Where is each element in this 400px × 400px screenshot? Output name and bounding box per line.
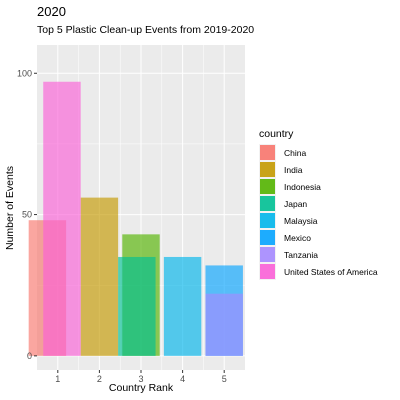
x-tick-label: 2 xyxy=(97,374,102,384)
x-axis: 1 2 3 4 5 xyxy=(55,370,227,384)
chart-subtitle: Top 5 Plastic Clean-up Events from 2019-… xyxy=(37,24,254,36)
y-axis-title: Number of Events xyxy=(4,166,16,250)
x-axis-title: Country Rank xyxy=(109,382,174,394)
legend-label: India xyxy=(284,165,303,175)
x-tick-label: 1 xyxy=(55,374,60,384)
legend-swatch xyxy=(260,213,275,228)
legend-label: Mexico xyxy=(284,233,311,243)
bar-japan xyxy=(118,256,156,356)
x-tick-label: 3 xyxy=(138,374,143,384)
legend-swatch xyxy=(260,196,275,211)
y-tick-label: 0 xyxy=(27,351,32,361)
legend-swatch xyxy=(260,162,275,177)
legend-swatch xyxy=(260,230,275,245)
legend-label: China xyxy=(284,148,306,158)
legend-label: Malaysia xyxy=(284,216,318,226)
chart-title: 2020 xyxy=(37,4,66,19)
legend-title: country xyxy=(259,128,294,140)
bars xyxy=(28,81,243,356)
y-tick-label: 100 xyxy=(17,68,32,78)
x-tick-label: 4 xyxy=(180,374,185,384)
bar-united-states-of-america xyxy=(43,81,81,356)
legend: China India Indonesia Japan Malaysia Mexico Ta… xyxy=(259,144,378,280)
legend-swatch xyxy=(260,145,275,160)
y-axis: 0 50 100 xyxy=(17,68,37,361)
legend-label: Indonesia xyxy=(284,182,321,192)
y-tick-label: 50 xyxy=(22,210,32,220)
legend-label: Japan xyxy=(284,199,307,209)
legend-swatch xyxy=(260,264,275,279)
legend-label: Tanzania xyxy=(284,250,318,260)
bar-india xyxy=(80,197,119,356)
legend-swatch xyxy=(260,247,275,262)
x-tick-label: 5 xyxy=(222,374,227,384)
bar-malaysia xyxy=(163,256,202,356)
legend-label: United States of America xyxy=(284,267,378,277)
bar-tanzania xyxy=(205,293,243,356)
legend-swatch xyxy=(260,179,275,194)
